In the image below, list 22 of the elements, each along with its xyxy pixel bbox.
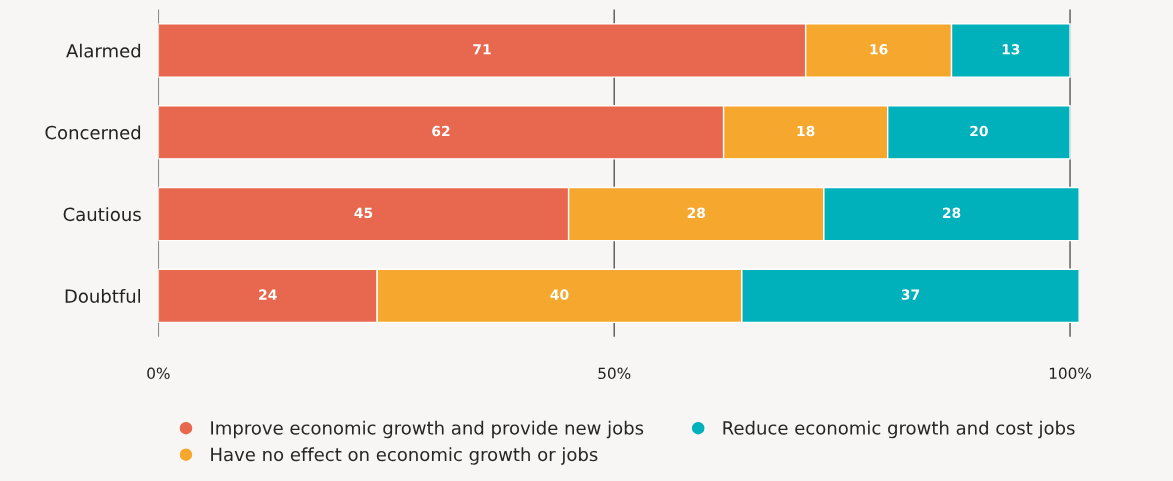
y-tick-label: Alarmed — [66, 43, 141, 58]
legend-label: Reduce economic growth and cost jobs — [723, 420, 1075, 439]
x-tick-label: 100% — [1049, 367, 1092, 380]
data-label: 45 — [354, 207, 373, 219]
data-label: 71 — [473, 44, 491, 55]
data-label: 37 — [901, 289, 920, 300]
data-label: 28 — [942, 207, 961, 219]
y-tick-label: Doubtful — [65, 288, 140, 303]
data-label: 16 — [870, 44, 888, 55]
x-tick-label: 50% — [598, 367, 631, 380]
y-tick-label: Cautious — [63, 207, 141, 222]
data-label: 28 — [687, 207, 706, 219]
x-tick-label: 0% — [147, 367, 170, 380]
data-label: 24 — [259, 289, 277, 300]
data-label: 13 — [1002, 44, 1020, 55]
data-label: 18 — [797, 125, 815, 137]
data-label: 62 — [432, 125, 450, 137]
y-tick-label: Concerned — [45, 125, 141, 140]
data-label: 20 — [970, 125, 988, 137]
legend-label: Improve economic growth and provide new jobs — [211, 420, 644, 439]
legend-label: Have no effect on economic growth or jobs — [211, 447, 598, 465]
data-label: 40 — [550, 289, 569, 300]
